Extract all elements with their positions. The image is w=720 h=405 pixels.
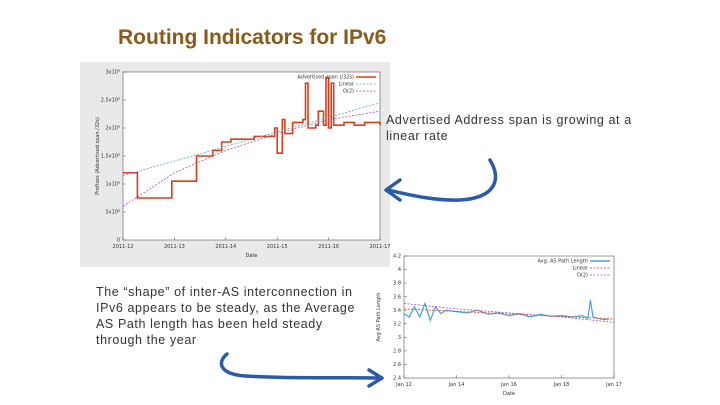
legend-label: O(2) — [577, 273, 588, 279]
slide-title: Routing Indicators for IPv6 — [118, 26, 387, 49]
y-tick-label: 3.2 — [393, 321, 401, 327]
y-tick-label: 2x10⁹ — [105, 126, 120, 132]
series-line-advertised-span-32s- — [123, 76, 381, 199]
as-path-length-chart: 2.4 2.6 2.8 3 3.2 3.4 3.6 3.8 4 4.2 Jan 12 Jan 14 Ja… — [376, 254, 622, 397]
x-tick-label: 2011-12 — [113, 244, 134, 250]
note-as-path: The “shape” of inter-AS interconnection … — [96, 285, 356, 347]
address-span-chart: 0 5x10⁸ 1x10⁹ 1.5x10⁹ 2x10⁹ 2.5x10⁹ 3x10⁹ 2011-… — [80, 62, 390, 267]
legend-label: Advertised span (/32s) — [297, 75, 354, 81]
y-tick-label: 3 — [398, 335, 401, 341]
legend-label: Linear — [338, 82, 354, 88]
note-address-span: Advertised Address span is growing at a … — [386, 113, 632, 143]
x-axis-label: Date — [503, 391, 515, 397]
x-tick-label: Jan 16 — [500, 382, 517, 388]
x-axis-label: Date — [246, 253, 258, 259]
legend-label: Linear — [572, 266, 588, 272]
x-tick-label: Jan 18 — [553, 382, 570, 388]
y-tick-label: 3.8 — [393, 281, 401, 287]
y-tick-label: 5x10⁸ — [105, 210, 120, 216]
y-tick-label: 4.2 — [393, 254, 401, 260]
y-tick-label: 3.6 — [393, 294, 401, 300]
x-tick-label: 2011-17 — [370, 244, 391, 250]
legend-label: Avg. AS Path Length — [538, 259, 588, 265]
x-tick-label: 2011-13 — [164, 244, 185, 250]
y-tick-label: 1.5x10⁹ — [101, 154, 120, 160]
series-line-o-2- — [122, 110, 381, 207]
y-tick-label: 0 — [117, 238, 120, 244]
y-tick-label: 1x10⁹ — [105, 182, 120, 188]
y-tick-label: 3.4 — [393, 308, 401, 314]
series-line-linear — [403, 308, 615, 320]
y-axis-label: Prefixes (Advertised span /32s) — [95, 117, 101, 195]
x-tick-label: 2011-16 — [318, 244, 339, 250]
x-tick-label: Jan 17 — [605, 382, 622, 388]
x-tick-label: 2011-14 — [215, 244, 236, 250]
y-tick-label: 2.6 — [393, 362, 401, 368]
legend-label: O(2) — [343, 89, 354, 95]
plot-area — [122, 71, 381, 241]
y-tick-label: 2.4 — [393, 376, 401, 382]
x-tick-label: Jan 14 — [448, 382, 465, 388]
x-tick-label: 2011-15 — [267, 244, 288, 250]
y-tick-label: 3x10⁹ — [105, 70, 120, 76]
x-tick-label: Jan 12 — [395, 382, 412, 388]
curved-arrow-left-icon — [384, 158, 498, 202]
y-axis-label: Avg AS Path Length — [376, 293, 382, 342]
curved-arrow-right-icon — [219, 352, 384, 388]
series-line-o-2- — [403, 303, 615, 323]
y-tick-label: 4 — [398, 267, 401, 273]
series-line-avg-as-path-length — [403, 300, 609, 323]
y-tick-label: 2.5x10⁹ — [101, 98, 120, 104]
y-tick-label: 2.8 — [393, 348, 401, 354]
series-line-linear — [122, 102, 381, 176]
